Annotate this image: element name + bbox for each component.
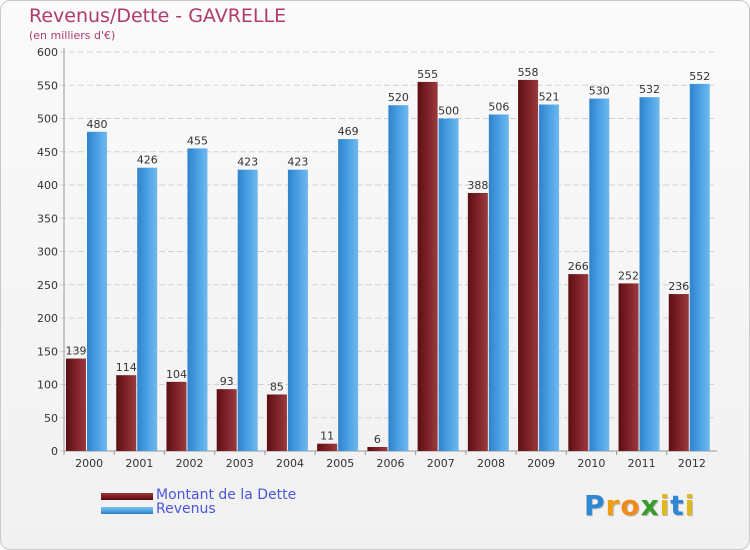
- y-tick-label: 100: [37, 379, 58, 392]
- x-tick-label: 2006: [377, 457, 405, 470]
- y-tick-label: 600: [37, 46, 58, 59]
- chart-subtitle: (en milliers d'€): [29, 29, 116, 42]
- x-tick-label: 2000: [75, 457, 103, 470]
- x-tick-label: 2012: [678, 457, 706, 470]
- data-label-revenus: 423: [237, 156, 258, 169]
- legend-label-revenus: Revenus: [156, 501, 216, 517]
- data-label-revenus: 469: [338, 125, 359, 138]
- data-label-dette: 388: [467, 179, 488, 192]
- proxiti-logo: Proxiti: [584, 489, 694, 525]
- data-label-revenus: 521: [539, 91, 560, 104]
- logo-letter: r: [605, 489, 621, 522]
- y-tick-label: 500: [37, 113, 58, 126]
- x-tick-label: 2008: [477, 457, 505, 470]
- x-tick-label: 2004: [276, 457, 304, 470]
- data-label-dette: 558: [518, 66, 539, 79]
- y-tick-label: 300: [37, 246, 58, 259]
- bar-revenus: [388, 105, 409, 451]
- bar-revenus: [689, 83, 710, 452]
- data-label-dette: 236: [668, 280, 689, 293]
- y-tick-label: 200: [37, 312, 58, 325]
- bar-revenus: [338, 139, 359, 452]
- bar-dette: [317, 443, 338, 451]
- bar-dette: [166, 381, 187, 451]
- bar-revenus: [589, 98, 610, 452]
- data-label-revenus: 530: [589, 85, 610, 98]
- bar-revenus: [237, 169, 258, 451]
- y-tick-label: 150: [37, 345, 58, 358]
- data-label-dette: 252: [618, 269, 639, 282]
- legend-swatch-revenus: [101, 507, 153, 514]
- bar-revenus: [287, 169, 308, 451]
- y-tick-label: 0: [51, 445, 58, 458]
- y-tick-label: 350: [37, 212, 58, 225]
- bar-dette: [668, 294, 689, 451]
- x-tick-label: 2007: [427, 457, 455, 470]
- y-tick-label: 250: [37, 279, 58, 292]
- data-label-dette: 555: [417, 68, 438, 81]
- data-label-dette: 11: [320, 430, 334, 443]
- bar-dette: [518, 79, 539, 452]
- data-label-revenus: 532: [639, 83, 660, 96]
- bar-dette: [417, 81, 438, 452]
- bar-dette: [618, 283, 639, 451]
- data-label-revenus: 552: [689, 70, 710, 83]
- data-label-revenus: 500: [438, 105, 459, 118]
- x-tick-label: 2001: [125, 457, 153, 470]
- x-tick-label: 2002: [176, 457, 204, 470]
- logo-letter: i: [684, 489, 696, 522]
- bar-revenus: [187, 148, 208, 452]
- x-tick-label: 2010: [577, 457, 605, 470]
- y-tick-label: 450: [37, 146, 58, 159]
- x-tick-label: 2011: [628, 457, 656, 470]
- y-tick-label: 550: [37, 79, 58, 92]
- data-label-revenus: 455: [187, 134, 208, 147]
- bar-dette: [266, 394, 287, 451]
- bar-dette: [467, 192, 488, 452]
- bar-dette: [216, 389, 237, 451]
- logo-letter: i: [659, 489, 671, 522]
- data-label-revenus: 426: [137, 154, 158, 167]
- data-label-dette: 266: [568, 260, 589, 273]
- bar-dette: [116, 375, 137, 451]
- bar-revenus: [488, 114, 509, 451]
- data-label-revenus: 506: [488, 101, 509, 114]
- logo-letter: o: [620, 489, 641, 522]
- data-label-dette: 93: [220, 375, 234, 388]
- bar-revenus: [438, 118, 459, 451]
- bar-revenus: [539, 104, 560, 451]
- logo-letter: x: [640, 489, 660, 522]
- data-label-dette: 114: [116, 361, 137, 374]
- data-label-revenus: 423: [287, 156, 308, 169]
- legend-swatch-dette: [101, 493, 153, 500]
- y-tick-label: 400: [37, 179, 58, 192]
- data-label-dette: 6: [374, 433, 381, 446]
- chart-title: Revenus/Dette - GAVRELLE: [29, 5, 287, 27]
- x-tick-label: 2005: [326, 457, 354, 470]
- logo-letter: P: [584, 489, 606, 522]
- data-label-revenus: 520: [388, 91, 409, 104]
- x-tick-label: 2003: [226, 457, 254, 470]
- data-label-dette: 85: [270, 380, 284, 393]
- data-label-dette: 104: [166, 368, 187, 381]
- y-tick-label: 50: [44, 412, 58, 425]
- legend-label-dette: Montant de la Dette: [156, 487, 297, 503]
- bar-revenus: [87, 131, 107, 452]
- bar-revenus: [137, 167, 158, 451]
- bar-dette: [568, 274, 589, 451]
- bar-dette: [66, 358, 86, 451]
- bar-revenus: [639, 97, 660, 451]
- logo-letter: t: [670, 489, 685, 522]
- data-label-dette: 139: [66, 345, 87, 358]
- x-tick-label: 2009: [527, 457, 555, 470]
- bar-dette: [367, 447, 388, 451]
- data-label-revenus: 480: [87, 118, 108, 131]
